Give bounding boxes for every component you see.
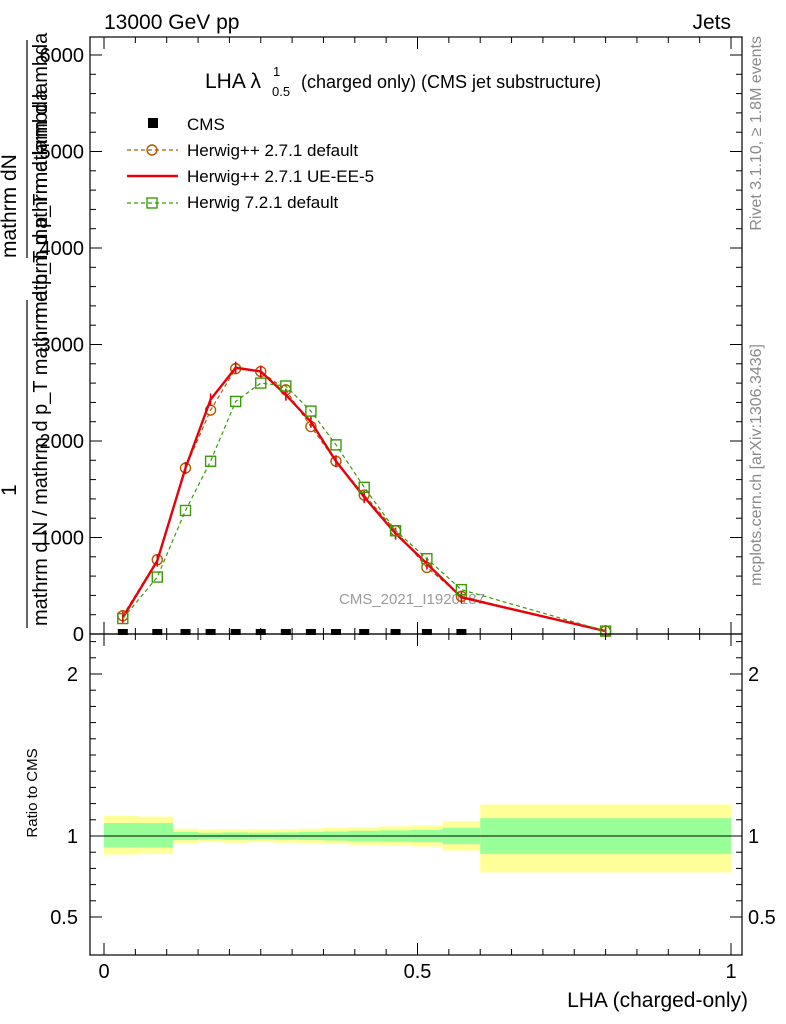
ratio-y-label: Ratio to CMS (24, 748, 41, 837)
series-point-2 (204, 455, 217, 467)
legend-cms-marker (148, 118, 158, 128)
title-main: LHA λ (205, 70, 262, 93)
cms-point (280, 629, 291, 635)
header-energy: 13000 GeV pp (104, 11, 239, 34)
ratio-tick-label: 1 (67, 826, 78, 848)
cms-point (456, 629, 467, 635)
series-point-2 (389, 525, 402, 537)
cms-data-layer (117, 629, 467, 635)
ratio-band-inner (104, 823, 139, 848)
y-tick-label: 3000 (40, 335, 85, 357)
x-tick-label: 1 (725, 961, 736, 983)
title-rest: (charged only) (CMS jet substructure) (301, 72, 601, 92)
cms-point (421, 629, 432, 635)
ratio-plot-frame (89, 633, 743, 956)
series-layer (117, 361, 612, 638)
legend-herwig7-marker (146, 197, 158, 209)
series-point-2 (255, 377, 267, 389)
cms-point (255, 629, 266, 635)
ratio-y-ticks: 0.5 0.5 1 1 2 2 (50, 641, 776, 929)
series-point-2 (305, 405, 317, 417)
main-y-ticks: 0 1000 2000 3000 4000 5000 6000 (40, 45, 742, 646)
x-axis-label: LHA (charged-only) (567, 989, 748, 1012)
x-tick-label: 0 (98, 961, 109, 983)
cms-point (330, 629, 341, 635)
cms-point (117, 629, 128, 635)
series-point-2 (421, 553, 433, 565)
series-point-2 (151, 571, 163, 583)
y-tick-label: 6000 (40, 45, 85, 67)
series-point-2 (179, 504, 192, 517)
series-point-2 (455, 583, 468, 596)
ylabel-one: 1 (0, 484, 21, 496)
ratio-tick-label-right: 1 (748, 826, 759, 848)
mcplots-label: mcplots.cern.ch [arXiv:1306.3436] (748, 344, 765, 586)
series-point-2 (358, 481, 370, 494)
y-tick-label: 1000 (40, 528, 85, 550)
y-tick-label: 4000 (40, 238, 85, 260)
cms-point (230, 629, 241, 635)
cms-point (390, 629, 401, 635)
legend-herwigpp-default-marker (146, 144, 158, 156)
ylabel-denominator: mathrm d p_T mathrm d lambda (30, 32, 52, 318)
ratio-tick-label-right: 2 (748, 664, 759, 686)
y-axis-label: mathrm dN mathrm d p_T mathrm d lambda 1… (0, 32, 52, 628)
cms-point (180, 629, 191, 635)
ylabel-over: mathrm d N / mathrm d p_T mathrm d p_T m… (30, 89, 52, 626)
ratio-band-inner (138, 823, 173, 848)
series-point-2 (229, 395, 242, 408)
series-point-2 (280, 380, 292, 392)
cms-point (152, 629, 163, 635)
legend: CMS Herwig++ 2.7.1 default Herwig++ 2.7.… (127, 115, 374, 212)
series-point-2 (117, 612, 129, 625)
header-jets: Jets (692, 11, 731, 34)
legend-herwig7-label: Herwig 7.2.1 default (187, 193, 338, 212)
legend-herwigpp-ueee5-label: Herwig++ 2.7.1 UE-EE-5 (187, 167, 374, 186)
series-point-2 (330, 439, 342, 451)
ratio-x-ticks: 0 0.5 1 (98, 634, 737, 983)
y-tick-label: 5000 (40, 142, 85, 164)
title-sup: 1 (273, 64, 280, 79)
plot-title: LHA λ 1 0.5 (charged only) (CMS jet subs… (205, 64, 601, 99)
legend-herwigpp-default-label: Herwig++ 2.7.1 default (187, 141, 358, 160)
title-sub: 0.5 (272, 84, 290, 99)
y-tick-label: 0 (73, 624, 84, 646)
rivet-label: Rivet 3.1.10, ≥ 1.8M events (748, 36, 765, 231)
cms-point (205, 629, 216, 635)
legend-cms-label: CMS (187, 115, 225, 134)
ratio-tick-label: 0.5 (50, 907, 78, 929)
ylabel-numerator: mathrm dN (0, 154, 21, 258)
cms-point (359, 629, 370, 635)
y-tick-label: 2000 (40, 431, 85, 453)
analysis-watermark: CMS_2021_I1920187 (339, 591, 485, 608)
ratio-tick-label: 2 (67, 664, 78, 686)
x-tick-label: 0.5 (404, 961, 432, 983)
cms-point (305, 629, 316, 635)
ratio-bands (104, 804, 731, 873)
ratio-tick-label-right: 0.5 (748, 907, 776, 929)
